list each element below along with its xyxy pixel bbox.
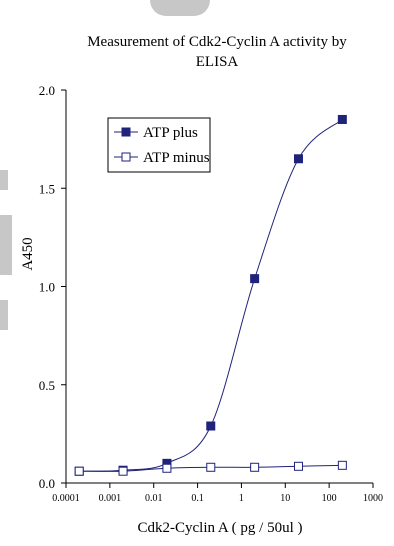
x-tick-label: 10 <box>280 493 290 504</box>
data-point-1 <box>206 421 216 431</box>
chart-title-line-2: ELISA <box>195 54 239 70</box>
x-tick-label: 1 <box>239 493 244 504</box>
x-tick-label: 0.1 <box>191 493 204 504</box>
data-point-2 <box>118 466 128 476</box>
chart-title-line-1: Measurement of Cdk2-Cyclin A activity by <box>87 34 347 50</box>
y-tick-label: 1.0 <box>39 280 55 295</box>
data-point-2 <box>162 463 172 473</box>
y-tick-label: 0.5 <box>39 378 55 393</box>
legend-marker-2 <box>121 152 131 162</box>
legend-box <box>107 117 211 173</box>
data-point-1 <box>293 154 303 164</box>
x-tick-label: 0.01 <box>145 493 163 504</box>
watermark-blob-left-low <box>0 300 8 330</box>
x-axis-label: Cdk2-Cyclin A ( pg / 50ul ) <box>138 520 303 536</box>
data-point-2 <box>337 460 347 470</box>
x-tick-label: 0.001 <box>99 493 122 504</box>
data-point-2 <box>74 466 84 476</box>
x-tick-label: 1000 <box>363 493 383 504</box>
legend-label-2: ATP minus <box>143 150 210 166</box>
x-tick-label: 100 <box>322 493 337 504</box>
watermark-blob-left-mid <box>0 215 12 275</box>
watermark-blob-top <box>150 0 210 16</box>
legend-label-1: ATP plus <box>143 125 198 141</box>
data-point-2 <box>250 462 260 472</box>
y-tick-label: 2.0 <box>39 83 55 98</box>
watermark-blob-left-top <box>0 170 8 190</box>
x-tick-label: 0.0001 <box>52 493 80 504</box>
data-point-2 <box>293 461 303 471</box>
legend-marker-1 <box>121 127 131 137</box>
data-point-1 <box>337 114 347 124</box>
y-axis-label: A450 <box>20 237 36 270</box>
y-tick-label: 0.0 <box>39 476 55 491</box>
y-tick-label: 1.5 <box>39 181 55 196</box>
data-point-2 <box>206 462 216 472</box>
data-point-1 <box>250 274 260 284</box>
